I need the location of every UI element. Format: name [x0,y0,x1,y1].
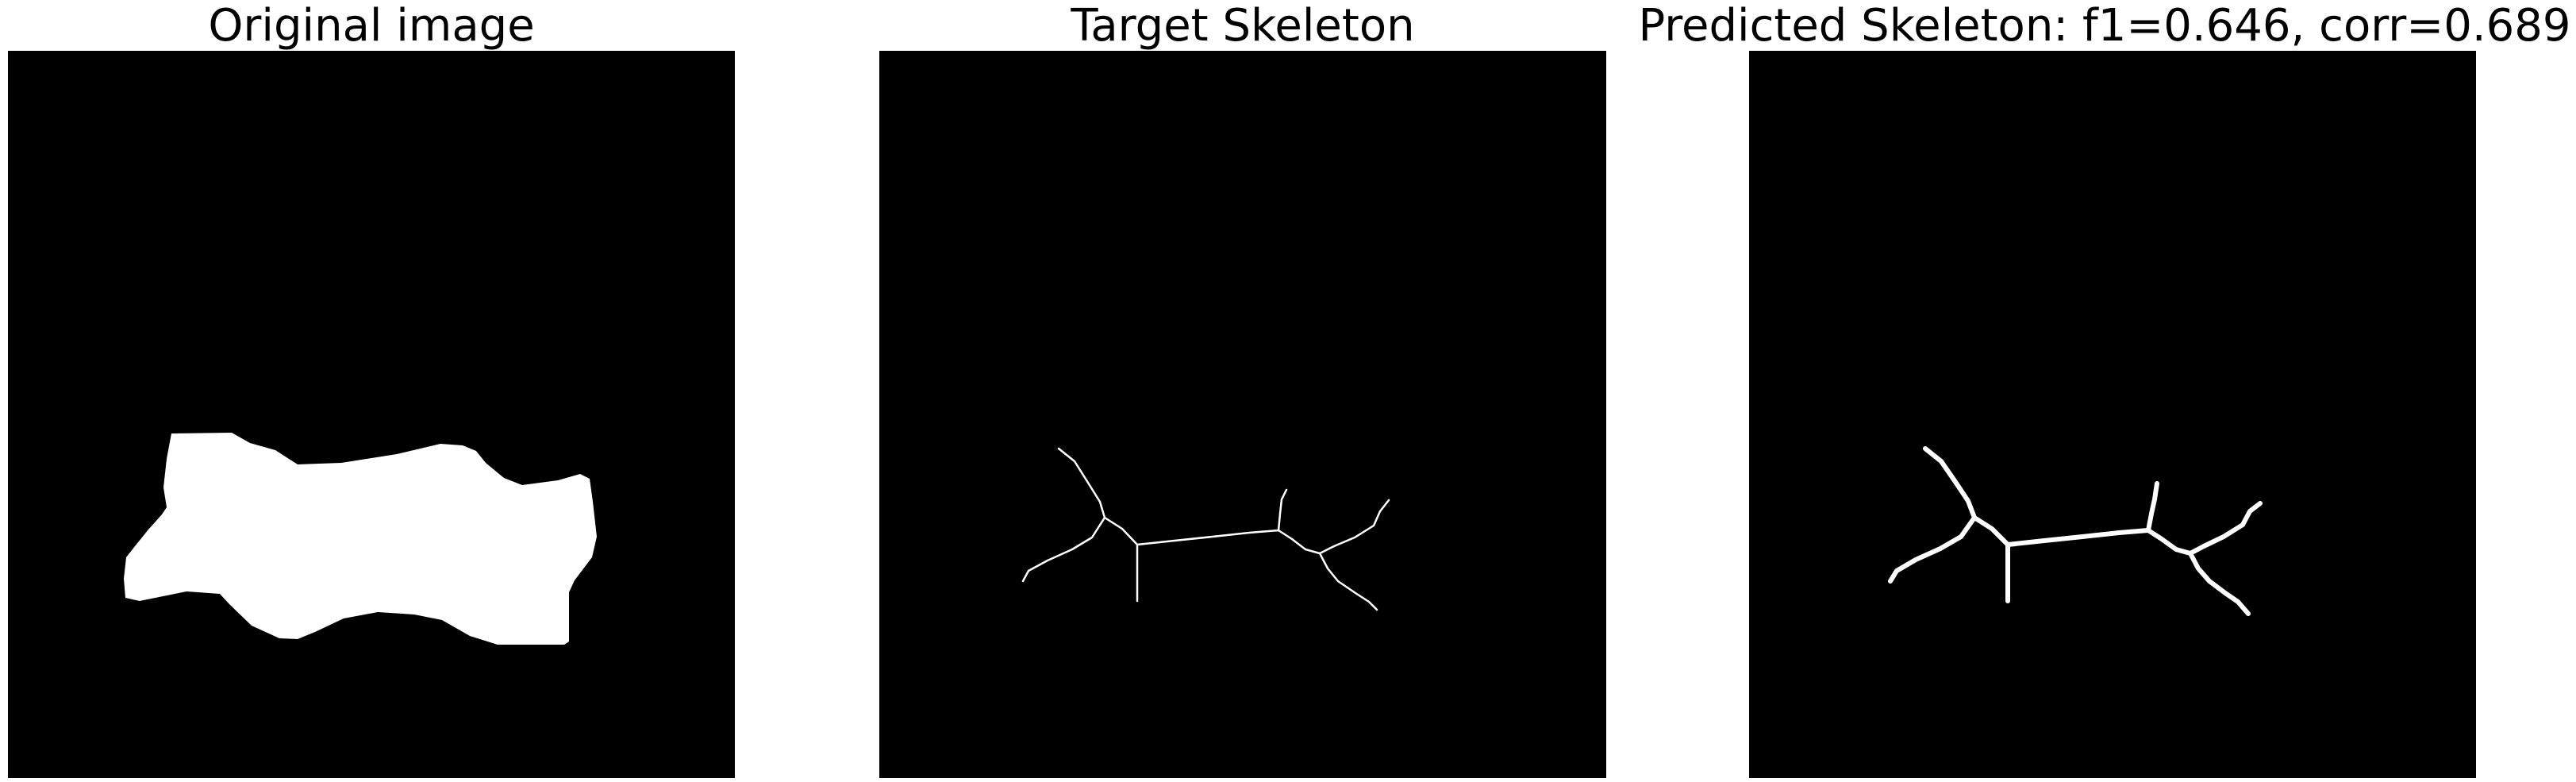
target-skeleton-svg [879,51,1606,778]
predicted-skeleton-canvas [1749,51,2476,778]
target-skeleton-canvas [879,51,1606,778]
panel-original-image: Original image [8,0,735,782]
predicted-skeleton-svg [1749,51,2476,778]
panel-title-original: Original image [208,0,535,52]
white-blob-shape [124,433,597,645]
panel-title-predicted: Predicted Skeleton: f1=0.646, corr=0.689 [1638,0,2571,52]
panel-title-target: Target Skeleton [1071,0,1415,52]
panel-predicted-skeleton: Predicted Skeleton: f1=0.646, corr=0.689 [1638,0,2571,782]
predicted-skeleton-lines [1888,446,2263,616]
panel-target-skeleton: Target Skeleton [879,0,1606,782]
target-skeleton-lines [1021,447,1390,611]
original-image-canvas [8,51,735,778]
original-image-svg [8,51,735,778]
